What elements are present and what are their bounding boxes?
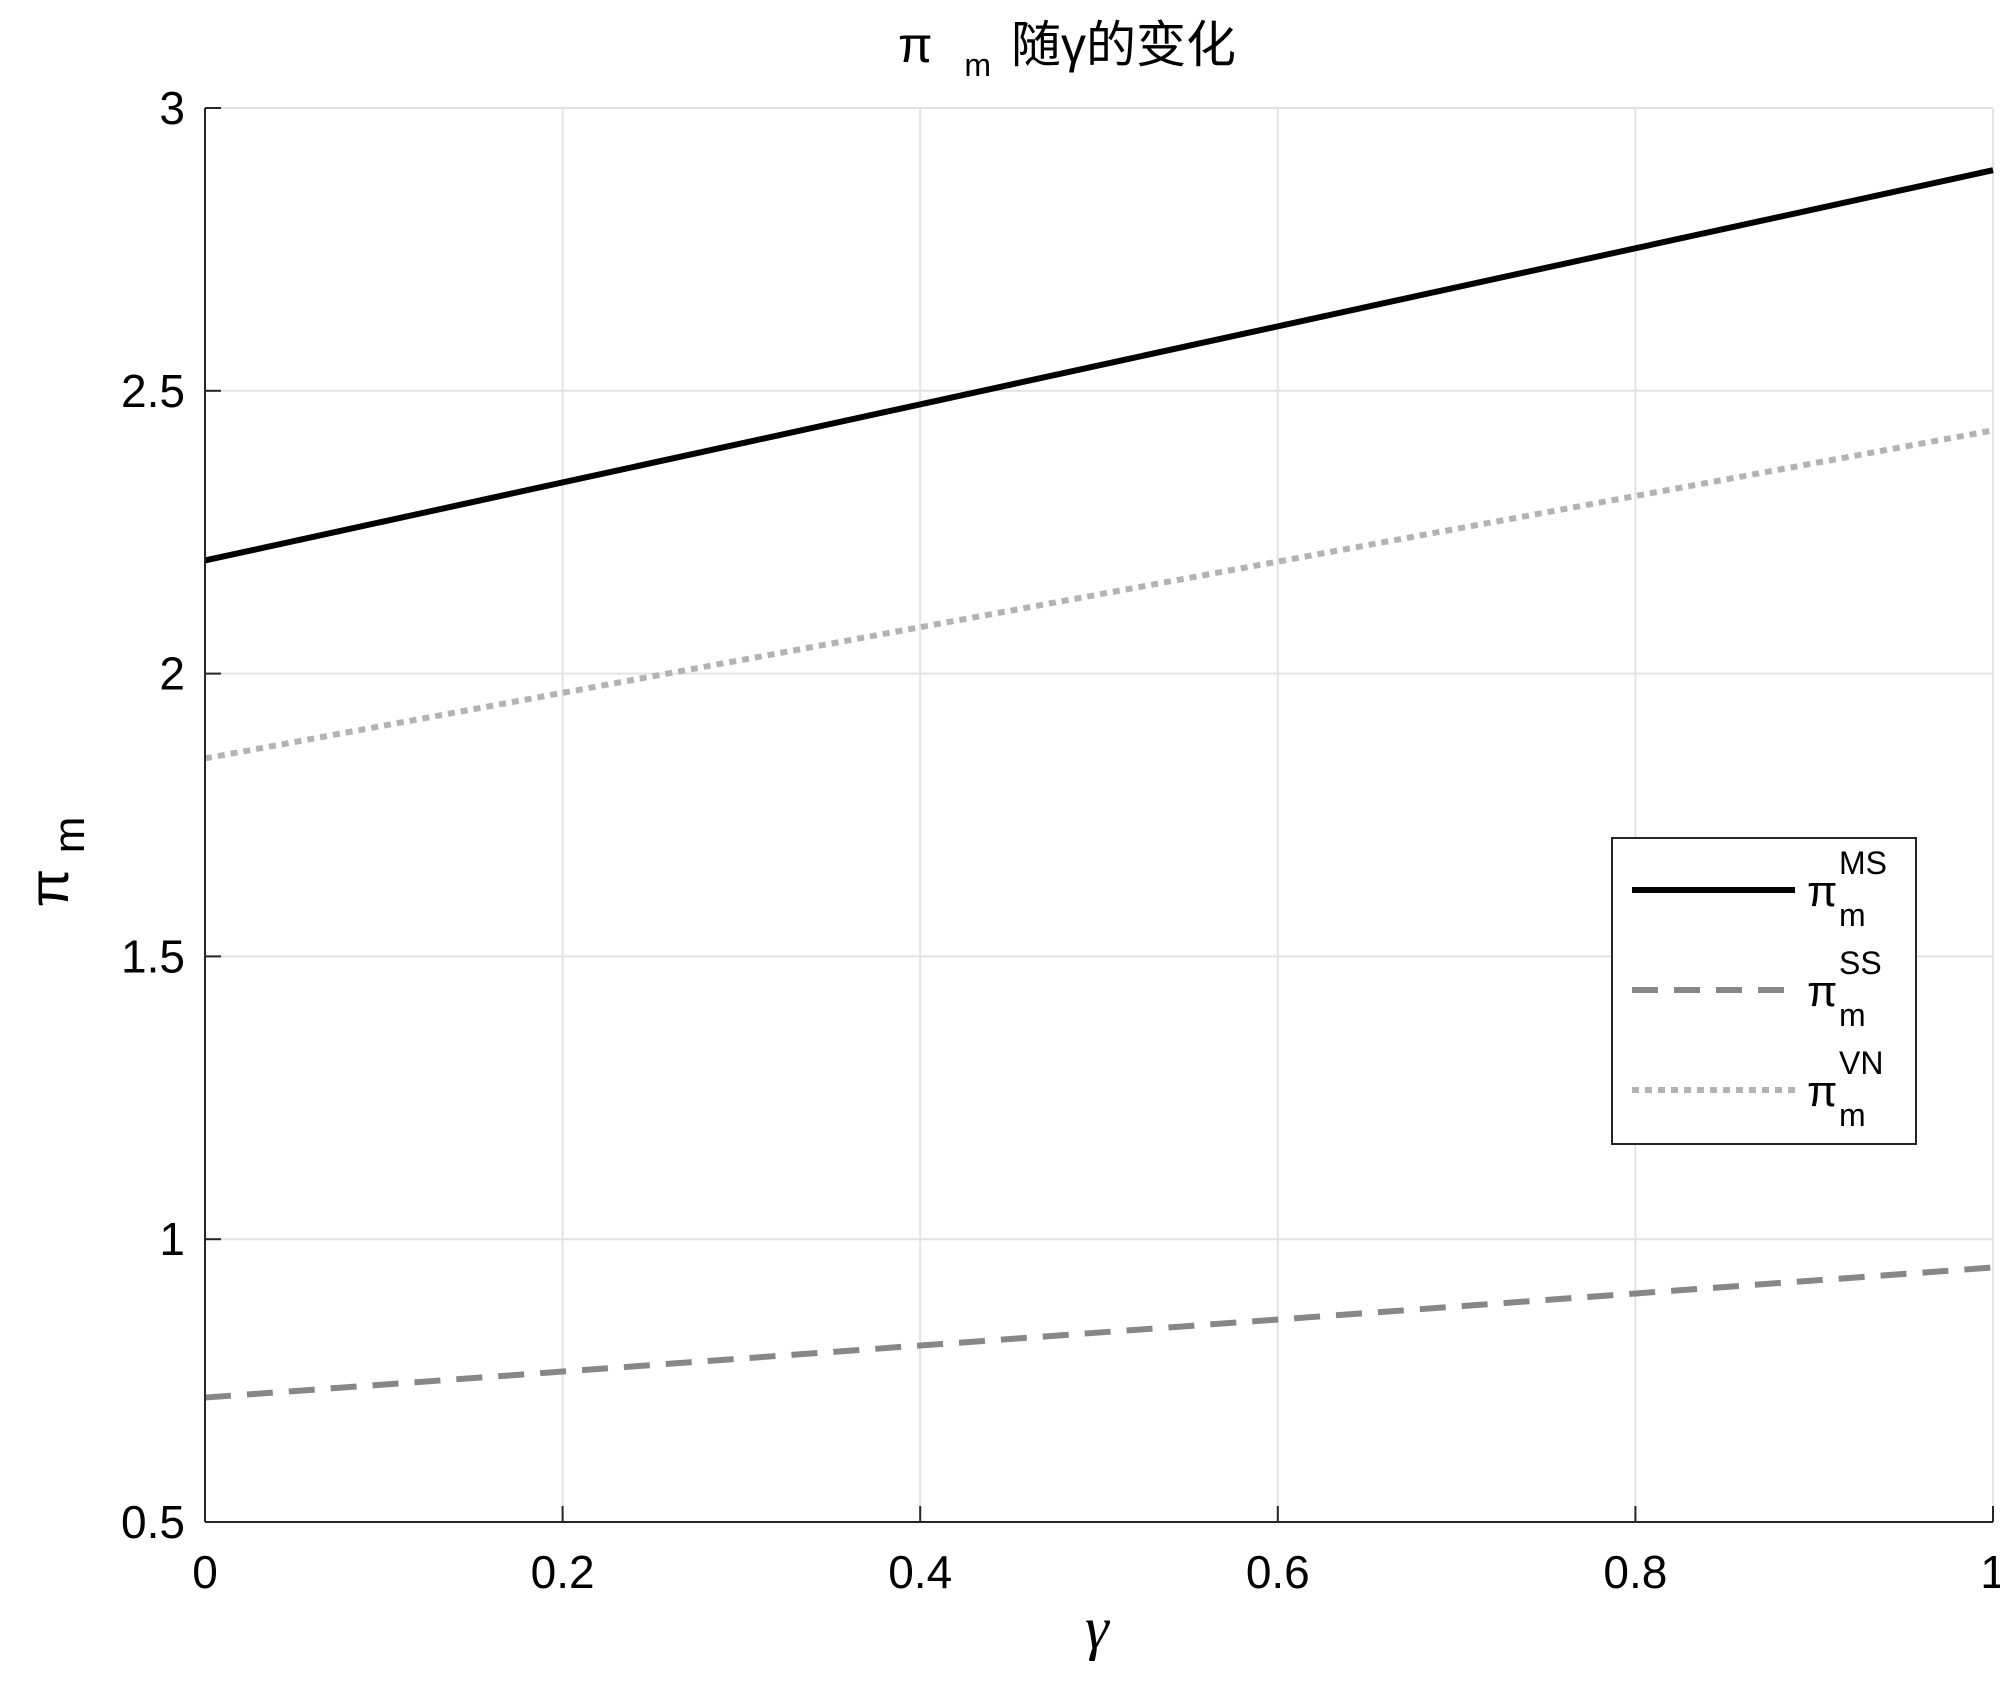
series-line-vn <box>204 427 1994 762</box>
y-tick-label: 3 <box>159 82 185 134</box>
x-tick-label: 0.2 <box>531 1546 595 1598</box>
y-tick-label: 1 <box>159 1213 185 1265</box>
legend-symbol: π <box>1807 1067 1837 1116</box>
y-axis-label: π m <box>17 817 94 908</box>
plot-area-series <box>204 167 1994 1401</box>
x-tick-label: 0.6 <box>1246 1546 1310 1598</box>
legend-subscript: m <box>1839 997 1866 1033</box>
y-tick-label: 1.5 <box>121 930 185 982</box>
series-line-ss <box>204 1264 1994 1401</box>
title-text: 随γ的变化 <box>1011 17 1236 73</box>
legend-symbol: π <box>1807 967 1837 1016</box>
y-tick-label: 2 <box>159 648 185 700</box>
axes <box>204 107 1994 1523</box>
x-tick-label: 0.4 <box>888 1546 952 1598</box>
y-axis-label-symbol: π <box>17 869 80 908</box>
legend-superscript: MS <box>1839 845 1887 881</box>
x-tick-label: 0.8 <box>1603 1546 1667 1598</box>
title-symbol: π <box>898 17 933 73</box>
series-line-ms <box>204 167 1994 564</box>
y-axis-label-subscript: m <box>45 817 94 854</box>
tick-labels: 0 0.2 0.4 0.6 0.8 1 0.5 1 1.5 2 2.5 3 <box>121 82 2000 1598</box>
x-tick-label: 0 <box>192 1546 218 1598</box>
chart-title: π m 随γ的变化 <box>898 17 1236 87</box>
y-tick-label: 2.5 <box>121 365 185 417</box>
legend-symbol: π <box>1807 867 1837 916</box>
legend-superscript: SS <box>1839 945 1882 981</box>
y-tick-label: 0.5 <box>121 1496 185 1548</box>
x-axis-label: γ <box>1085 1595 1110 1661</box>
x-tick-label: 1 <box>1980 1546 2000 1598</box>
legend-subscript: m <box>1839 897 1866 933</box>
grid <box>204 107 1994 1523</box>
title-subscript: m <box>964 47 991 83</box>
legend-subscript: m <box>1839 1097 1866 1133</box>
legend-superscript: VN <box>1839 1045 1883 1081</box>
